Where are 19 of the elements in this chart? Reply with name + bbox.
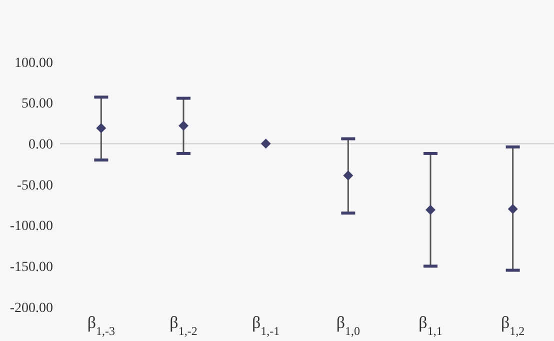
y-tick-label: -50.00	[16, 178, 53, 194]
x-tick-label: β$_{1,-3}$	[87, 313, 115, 338]
point	[96, 123, 106, 134]
y-tick-label: 0.00	[28, 138, 53, 153]
x-tick-label: β$_{1,0}$	[336, 313, 360, 338]
x-tick-label: β$_{1,-1}$	[252, 313, 280, 338]
point	[178, 120, 188, 131]
y-tick-label: -150.00	[10, 260, 53, 276]
y-tick-label: -200.00	[10, 300, 53, 316]
y-tick-label: -100.00	[10, 219, 53, 234]
point	[508, 204, 518, 214]
x-tick-label: β$_{1,1}$	[418, 313, 442, 338]
y-tick-label: 50.00	[22, 96, 53, 112]
y-tick-label: 100.00	[14, 56, 53, 71]
x-tick-label: β$_{1,2}$	[501, 313, 525, 338]
point	[343, 170, 354, 181]
x-tick-label: β$_{1,-2}$	[170, 313, 198, 338]
point	[260, 138, 271, 149]
point	[426, 204, 436, 215]
